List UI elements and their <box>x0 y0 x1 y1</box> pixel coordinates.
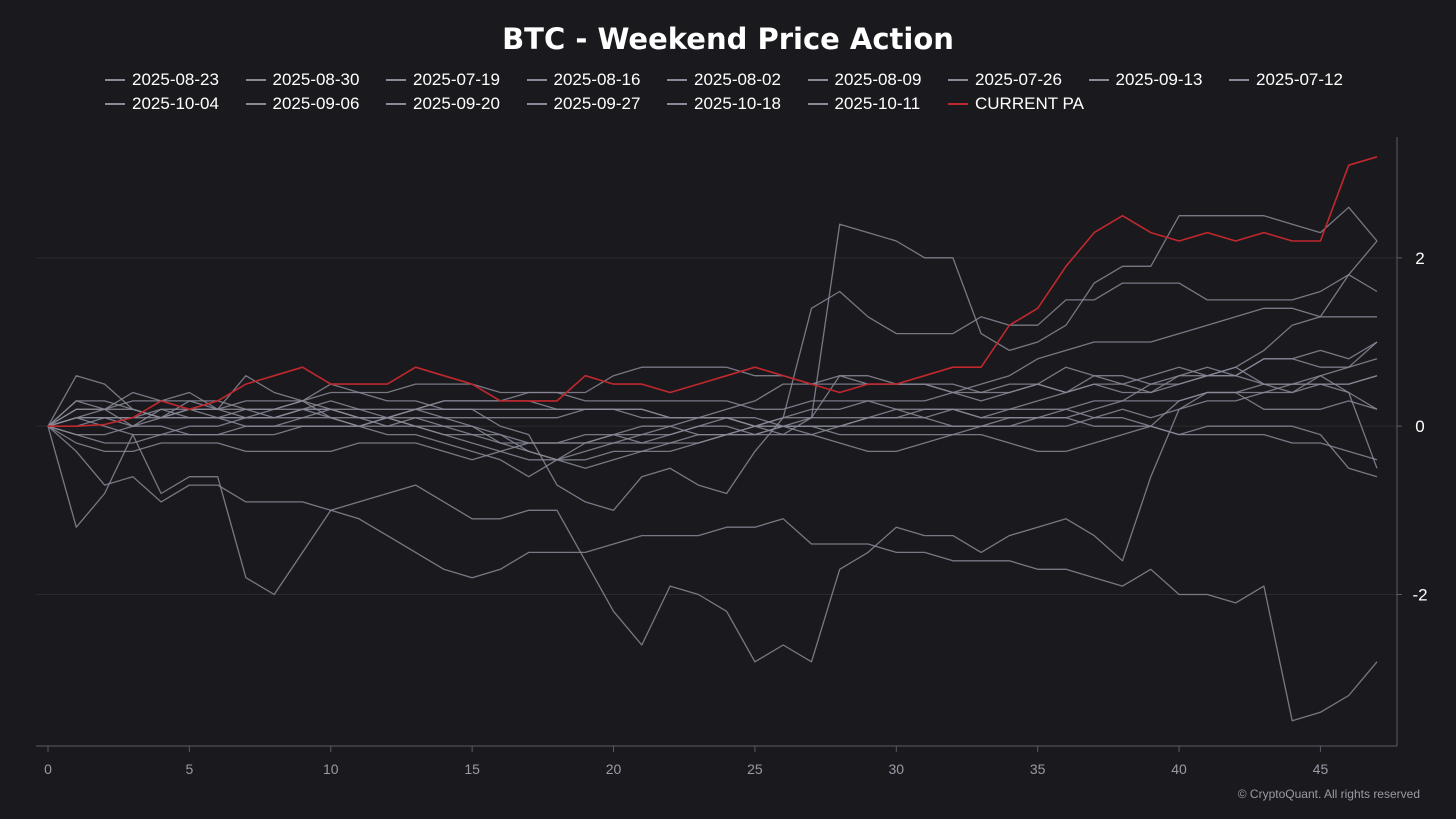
legend-item[interactable]: 2025-07-26 <box>948 70 1089 90</box>
legend-label: 2025-08-23 <box>132 70 219 89</box>
legend-swatch <box>526 103 547 105</box>
legend-label: 2025-07-19 <box>413 70 500 89</box>
legend-item[interactable]: 2025-07-19 <box>386 70 527 90</box>
legend-item[interactable]: 2025-08-02 <box>667 70 808 90</box>
x-tick-label: 0 <box>44 761 52 777</box>
legend-swatch <box>386 79 406 81</box>
y-tick-label: 2 <box>1415 249 1424 268</box>
legend-label: 2025-09-20 <box>413 94 500 113</box>
y-tick-label: 0 <box>1415 417 1424 436</box>
legend-item[interactable]: 2025-10-11 <box>807 94 949 114</box>
x-tick-label: 15 <box>464 761 480 777</box>
x-tick-label: 45 <box>1313 761 1329 777</box>
series-line-2025-07-12 <box>47 240 1378 461</box>
legend-item[interactable]: 2025-09-13 <box>1088 70 1230 90</box>
legend-label: 2025-08-02 <box>694 70 781 89</box>
legend-swatch <box>526 79 547 81</box>
legend-swatch <box>807 103 828 105</box>
series-line-2025-07-26 <box>47 383 1378 663</box>
series-line-current-pa <box>48 156 1378 428</box>
legend-label: CURRENT PA <box>975 94 1084 113</box>
legend-item[interactable]: 2025-08-16 <box>526 70 668 90</box>
legend-item[interactable]: 2025-09-06 <box>245 94 387 114</box>
legend-item[interactable]: 2025-07-12 <box>1229 70 1370 90</box>
legend-swatch <box>105 79 125 81</box>
legend-swatch <box>386 103 406 105</box>
legend-swatch <box>667 79 687 81</box>
x-tick-label: 40 <box>1171 761 1187 777</box>
legend-label: 2025-09-06 <box>272 94 360 113</box>
legend-swatch <box>1088 79 1109 81</box>
legend-label: 2025-10-04 <box>132 94 219 113</box>
legend-label: 2025-08-16 <box>553 70 641 89</box>
y-tick-label: -2 <box>1412 586 1427 605</box>
legend-swatch <box>245 103 266 105</box>
legend-label: 2025-10-18 <box>694 94 781 113</box>
x-tick-label: 5 <box>185 761 193 777</box>
legend-swatch <box>245 79 266 81</box>
legend-item[interactable]: 2025-10-04 <box>105 94 246 114</box>
chart-legend: 2025-08-23 2025-08-30 2025-07-19 2025-08-16… <box>105 70 1405 114</box>
x-tick-label: 30 <box>889 761 905 777</box>
legend-label: 2025-08-30 <box>272 70 360 89</box>
legend-swatch <box>1229 79 1249 81</box>
chart-title: BTC - Weekend Price Action <box>502 22 954 56</box>
copyright-notice: © CryptoQuant. All rights reserved <box>1237 787 1420 801</box>
legend-item[interactable]: 2025-08-30 <box>245 70 387 90</box>
x-tick-label: 10 <box>323 761 339 777</box>
legend-swatch <box>667 103 687 105</box>
legend-swatch <box>948 103 968 105</box>
series-line-2025-07-19 <box>47 274 1378 511</box>
legend-label: 2025-07-12 <box>1256 70 1343 89</box>
legend-swatch <box>105 103 125 105</box>
legend-label: 2025-08-09 <box>834 70 922 89</box>
series-line-2025-09-06 <box>47 408 1378 478</box>
series-line-2025-10-18 <box>47 307 1377 444</box>
legend-item[interactable]: 2025-09-20 <box>386 94 527 114</box>
x-tick-label: 35 <box>1030 761 1046 777</box>
series-line-2025-09-13 <box>47 341 1378 427</box>
legend-item[interactable]: 2025-09-27 <box>526 94 668 114</box>
legend-item[interactable]: 2025-08-09 <box>807 70 949 90</box>
series-line-2025-08-16 <box>47 358 1378 461</box>
x-tick-label: 20 <box>606 761 622 777</box>
legend-item[interactable]: CURRENT PA <box>948 94 1089 114</box>
legend-item[interactable]: 2025-08-23 <box>105 70 246 90</box>
legend-label: 2025-09-13 <box>1115 70 1203 89</box>
legend-label: 2025-07-26 <box>975 70 1062 89</box>
legend-item[interactable]: 2025-10-18 <box>667 94 808 114</box>
legend-swatch <box>807 79 828 81</box>
series-line-2025-10-11 <box>48 206 1378 461</box>
legend-label: 2025-09-27 <box>553 94 641 113</box>
legend-swatch <box>948 79 968 81</box>
legend-label: 2025-10-11 <box>834 94 921 113</box>
x-tick-label: 25 <box>747 761 763 777</box>
series-line-2025-09-27 <box>47 366 1378 444</box>
series-line-2025-08-30 <box>47 426 1378 722</box>
